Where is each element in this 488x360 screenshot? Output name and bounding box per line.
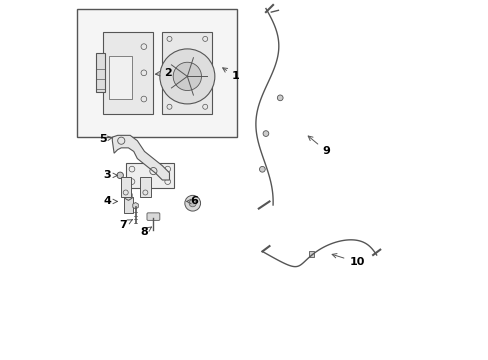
Text: 3: 3 bbox=[103, 170, 117, 180]
Text: 5: 5 bbox=[100, 134, 113, 144]
Circle shape bbox=[173, 62, 201, 91]
Text: 8: 8 bbox=[141, 227, 151, 237]
Text: 7: 7 bbox=[119, 220, 132, 230]
Polygon shape bbox=[112, 135, 169, 180]
Text: 2: 2 bbox=[155, 68, 171, 78]
FancyBboxPatch shape bbox=[124, 197, 132, 213]
Circle shape bbox=[160, 49, 214, 104]
FancyBboxPatch shape bbox=[125, 163, 174, 188]
FancyBboxPatch shape bbox=[108, 56, 132, 99]
FancyBboxPatch shape bbox=[77, 9, 237, 137]
FancyBboxPatch shape bbox=[308, 251, 313, 257]
Text: 4: 4 bbox=[103, 197, 117, 206]
FancyBboxPatch shape bbox=[162, 32, 212, 114]
FancyBboxPatch shape bbox=[121, 177, 131, 197]
Circle shape bbox=[184, 195, 200, 211]
Text: 9: 9 bbox=[307, 136, 330, 157]
FancyBboxPatch shape bbox=[147, 213, 160, 220]
FancyBboxPatch shape bbox=[140, 177, 150, 197]
FancyBboxPatch shape bbox=[103, 32, 153, 114]
Circle shape bbox=[263, 131, 268, 136]
FancyBboxPatch shape bbox=[96, 53, 105, 93]
Circle shape bbox=[117, 172, 123, 179]
Circle shape bbox=[277, 95, 283, 101]
Circle shape bbox=[259, 166, 264, 172]
Text: 1: 1 bbox=[222, 68, 239, 81]
Text: 6: 6 bbox=[186, 197, 198, 206]
Circle shape bbox=[189, 200, 196, 207]
Text: 10: 10 bbox=[331, 253, 364, 267]
